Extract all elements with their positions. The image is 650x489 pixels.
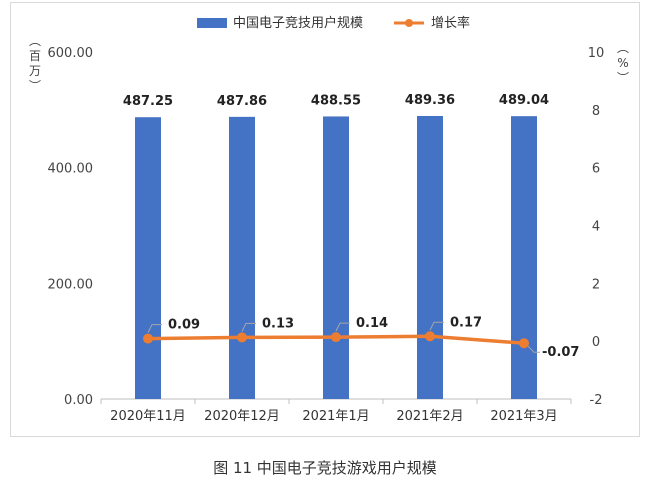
figure-caption: 图 11 中国电子竞技游戏用户规模 (213, 459, 437, 477)
y-right-tick: 4 (592, 220, 600, 235)
line-value-label: -0.07 (542, 345, 579, 360)
bar (135, 117, 161, 399)
y-right-tick: -2 (590, 393, 603, 408)
x-tick-label: 2021年2月 (396, 409, 463, 424)
y-left-tick: 400.00 (48, 162, 94, 177)
leader-line (429, 321, 444, 331)
x-tick-label: 2021年3月 (490, 409, 557, 424)
bar (229, 116, 255, 399)
growth-rate-marker (237, 332, 247, 343)
x-tick-label: 2020年12月 (204, 409, 280, 424)
bar-value-label: 487.86 (217, 94, 267, 109)
y-left-tick: 200.00 (48, 277, 94, 292)
line-value-label: 0.09 (168, 318, 200, 333)
bar (511, 116, 537, 399)
combo-chart: 中国电子竞技用户规模 增长率︵百万︶︵% ︶0.00200.00400.00600.… (29, 15, 629, 424)
legend-line-marker (405, 19, 413, 27)
y-right-tick: 10 (588, 46, 605, 61)
line-value-label: 0.17 (450, 315, 482, 330)
x-tick-label: 2021年1月 (302, 409, 369, 424)
y-left-unit: ︵百万︶ (29, 34, 41, 93)
leader-line (335, 322, 350, 332)
legend-bar-swatch (197, 18, 227, 28)
bar (417, 115, 443, 399)
legend-bar-label: 中国电子竞技用户规模 (233, 15, 363, 31)
bar (323, 116, 349, 399)
leader-line (527, 345, 540, 353)
line-value-label: 0.14 (356, 316, 388, 331)
y-right-tick: 2 (592, 277, 600, 292)
leader-line (147, 324, 162, 333)
y-right-tick: 6 (592, 162, 600, 177)
y-right-tick: 8 (592, 104, 600, 119)
y-right-tick: 0 (592, 335, 600, 350)
bar-value-label: 487.25 (123, 94, 173, 109)
growth-rate-marker (425, 331, 435, 342)
chart-frame: 中国电子竞技用户规模 增长率 ︵百万︶ ︵% ︶ 0.00 200.00 400.00 600.… (10, 2, 640, 437)
bar-value-label: 489.04 (499, 93, 549, 108)
y-left-tick: 600.00 (48, 46, 94, 61)
x-tick-label: 2020年11月 (110, 409, 186, 424)
y-left-tick: 0.00 (64, 393, 93, 408)
legend-line-label: 增长率 (431, 15, 470, 31)
y-right-unit: ︵% ︶ (617, 41, 629, 85)
growth-rate-marker (519, 338, 529, 349)
growth-rate-marker (143, 333, 153, 344)
leader-line (241, 322, 256, 332)
bar-value-label: 488.55 (311, 93, 361, 108)
bar-value-label: 489.36 (405, 93, 455, 108)
line-value-label: 0.13 (262, 316, 294, 331)
growth-rate-marker (331, 332, 341, 343)
